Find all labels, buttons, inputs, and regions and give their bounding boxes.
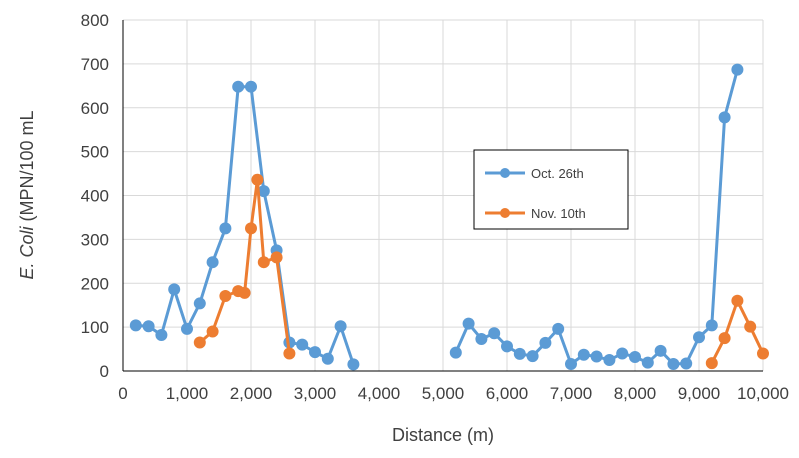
- y-axis-title-italic: E. Coli: [17, 226, 37, 280]
- series-line: [198, 178, 291, 354]
- data-point: [705, 319, 718, 332]
- data-point: [577, 348, 590, 361]
- data-point: [718, 332, 731, 345]
- series: [129, 63, 769, 371]
- data-point: [475, 332, 488, 345]
- data-point: [680, 357, 693, 370]
- x-tick-label: 2,000: [230, 384, 273, 403]
- data-point: [744, 320, 757, 333]
- data-point: [251, 173, 264, 186]
- data-point: [321, 352, 334, 365]
- y-tick-labels: 0 100 200 300 400 500 600 700 800: [81, 11, 109, 381]
- data-point: [449, 346, 462, 359]
- data-point: [257, 185, 270, 198]
- legend-box: [473, 149, 629, 230]
- data-point: [245, 222, 257, 235]
- data-point: [731, 294, 744, 307]
- axes: [122, 20, 763, 372]
- data-point: [283, 347, 296, 360]
- y-tick-label: 600: [81, 99, 109, 118]
- grid: [123, 19, 764, 371]
- legend: Oct. 26th Nov. 10th: [473, 149, 629, 230]
- data-point: [129, 319, 142, 332]
- data-point: [206, 256, 219, 269]
- x-tick-label: 1,000: [166, 384, 209, 403]
- data-point: [334, 320, 347, 333]
- y-tick-label: 700: [81, 55, 109, 74]
- data-point: [142, 320, 155, 333]
- x-tick-label: 7,000: [550, 384, 593, 403]
- series-oct: [129, 63, 744, 371]
- x-tick-labels: 0 1,000 2,000 3,000 4,000 5,000 6,000 7,000 8,00…: [118, 384, 789, 403]
- data-point: [462, 317, 475, 330]
- data-point: [245, 80, 257, 93]
- data-point: [488, 327, 501, 340]
- data-point: [257, 256, 270, 269]
- data-point: [654, 344, 667, 357]
- data-point: [539, 336, 552, 349]
- y-tick-label: 100: [81, 318, 109, 337]
- series-nov: [193, 173, 769, 370]
- x-tick-label: 8,000: [614, 384, 657, 403]
- data-point: [219, 222, 232, 235]
- x-tick-label: 5,000: [422, 384, 465, 403]
- data-point: [501, 340, 513, 353]
- data-point: [616, 347, 629, 360]
- legend-label-nov: Nov. 10th: [531, 206, 586, 221]
- y-tick-label: 300: [81, 230, 109, 249]
- data-point: [565, 357, 577, 370]
- x-tick-label: 3,000: [294, 384, 337, 403]
- data-point: [693, 331, 705, 344]
- y-tick-label: 400: [81, 187, 109, 206]
- data-point: [219, 289, 232, 302]
- data-point: [731, 63, 744, 76]
- data-point: [238, 286, 251, 299]
- y-tick-label: 800: [81, 11, 109, 30]
- data-point: [270, 251, 283, 264]
- data-point: [629, 350, 641, 363]
- data-point: [168, 283, 181, 296]
- y-axis-title: E. Coli (MPN/100 mL: [17, 110, 37, 279]
- x-tick-label: 10,000: [737, 384, 789, 403]
- data-point: [641, 356, 654, 369]
- data-point: [705, 357, 718, 370]
- y-tick-label: 500: [81, 143, 109, 162]
- data-point: [181, 322, 193, 335]
- data-point: [603, 354, 616, 367]
- data-point: [513, 347, 526, 360]
- y-tick-label: 0: [100, 362, 109, 381]
- y-axis-title-rest: (MPN/100 mL: [17, 110, 37, 226]
- x-tick-label: 4,000: [358, 384, 401, 403]
- series-line: [135, 85, 355, 365]
- legend-marker-oct: [500, 168, 510, 178]
- data-point: [193, 297, 206, 310]
- data-point: [155, 329, 168, 342]
- data-point: [206, 325, 219, 338]
- data-point: [526, 350, 539, 363]
- data-point: [757, 347, 769, 360]
- data-point: [193, 336, 206, 349]
- x-tick-label: 9,000: [678, 384, 721, 403]
- series-line: [710, 299, 765, 364]
- data-point: [718, 111, 731, 124]
- data-point: [347, 358, 360, 371]
- x-axis-title: Distance (m): [392, 425, 494, 445]
- data-point: [309, 346, 321, 359]
- y-tick-label: 200: [81, 274, 109, 293]
- x-tick-label: 0: [118, 384, 127, 403]
- data-point: [667, 357, 680, 370]
- data-point: [552, 322, 565, 335]
- legend-marker-nov: [500, 208, 510, 218]
- data-point: [296, 338, 309, 351]
- data-point: [232, 80, 245, 93]
- data-point: [590, 350, 603, 363]
- legend-label-oct: Oct. 26th: [531, 166, 584, 181]
- x-tick-label: 6,000: [486, 384, 529, 403]
